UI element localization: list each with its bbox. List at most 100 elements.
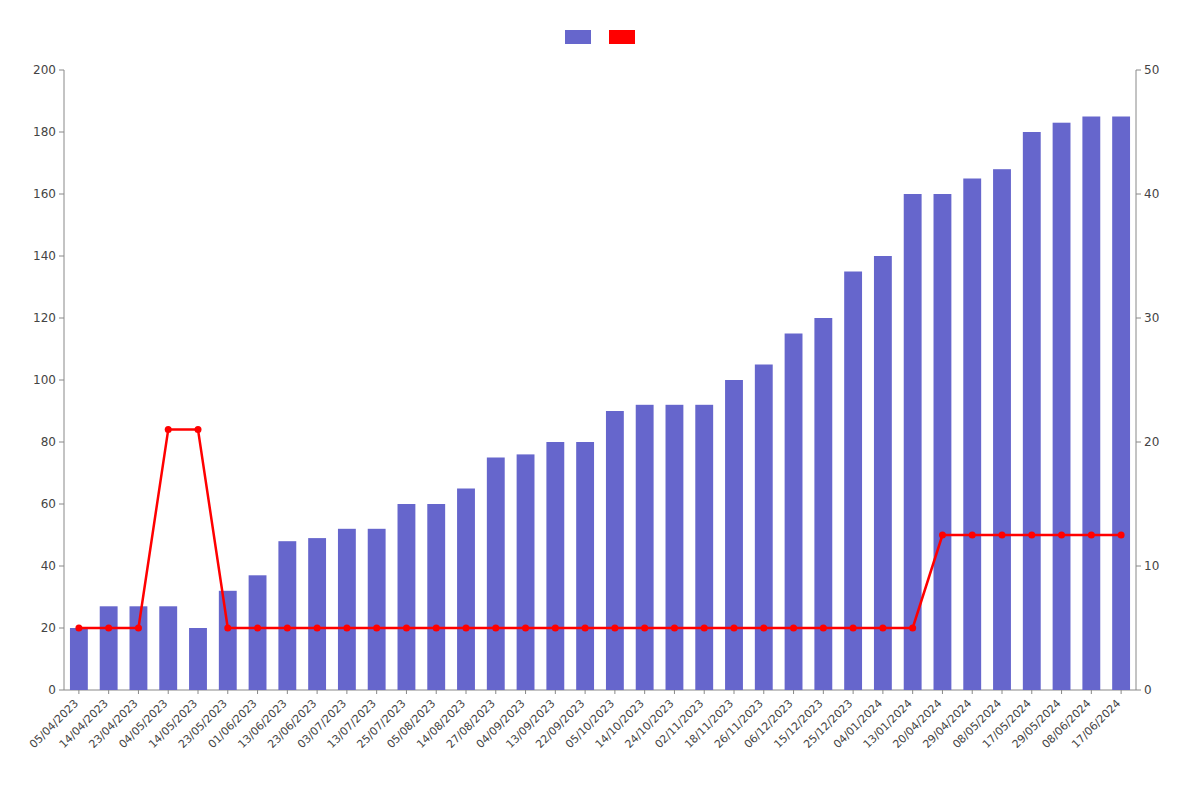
- line-marker: [254, 625, 261, 632]
- chart: 0204060801001201401601802000102030405005…: [0, 0, 1200, 800]
- bar: [1112, 117, 1130, 691]
- x-tick: [734, 690, 735, 694]
- x-tick: [227, 690, 228, 694]
- line-marker: [75, 625, 82, 632]
- y2-tick-label: 40: [1144, 187, 1159, 201]
- x-tick: [1031, 690, 1032, 694]
- y2-tick-label: 20: [1144, 435, 1159, 449]
- y-tick: [59, 194, 64, 195]
- x-tick: [376, 690, 377, 694]
- bar: [427, 504, 445, 690]
- line-marker: [790, 625, 797, 632]
- line-marker: [314, 625, 321, 632]
- line-marker: [1058, 532, 1065, 539]
- series-bar: [70, 117, 1130, 691]
- y2-tick: [1136, 690, 1141, 691]
- x-tick: [882, 690, 883, 694]
- y2-tick-label: 30: [1144, 311, 1159, 325]
- bar: [963, 179, 981, 691]
- bar: [874, 256, 892, 690]
- series-line: [75, 426, 1124, 631]
- y-tick-label: 60: [41, 497, 56, 511]
- y-tick-label: 100: [33, 373, 56, 387]
- line-marker: [611, 625, 618, 632]
- y2-tick: [1136, 442, 1141, 443]
- line-marker: [195, 426, 202, 433]
- line-marker: [820, 625, 827, 632]
- y-tick: [59, 318, 64, 319]
- y2-tick: [1136, 566, 1141, 567]
- y-tick-label: 140: [33, 249, 56, 263]
- bar: [993, 169, 1011, 690]
- bar: [1053, 123, 1071, 690]
- x-tick: [644, 690, 645, 694]
- bar: [666, 405, 684, 690]
- bar: [546, 442, 564, 690]
- x-tick: [555, 690, 556, 694]
- y2-tick: [1136, 318, 1141, 319]
- bar: [517, 454, 535, 690]
- line-marker: [879, 625, 886, 632]
- line-marker: [343, 625, 350, 632]
- y-tick-label: 160: [33, 187, 56, 201]
- x-tick: [585, 690, 586, 694]
- line-marker: [999, 532, 1006, 539]
- x-tick: [198, 690, 199, 694]
- bar: [755, 365, 773, 691]
- x-tick: [674, 690, 675, 694]
- x-tick: [763, 690, 764, 694]
- bar: [457, 489, 475, 691]
- bar: [100, 606, 118, 690]
- line-marker: [939, 532, 946, 539]
- y2-tick-label: 10: [1144, 559, 1159, 573]
- line-marker: [850, 625, 857, 632]
- y-tick: [59, 442, 64, 443]
- x-tick: [912, 690, 913, 694]
- x-tick: [108, 690, 109, 694]
- legend: [565, 30, 635, 44]
- bar: [785, 334, 803, 691]
- x-tick: [138, 690, 139, 694]
- x-tick: [1061, 690, 1062, 694]
- line-marker: [1118, 532, 1125, 539]
- y2-tick: [1136, 194, 1141, 195]
- x-tick: [1002, 690, 1003, 694]
- x-tick: [853, 690, 854, 694]
- line-marker: [1088, 532, 1095, 539]
- page: {"chart_data": {"type": "bar", "categori…: [0, 0, 1200, 800]
- y-tick-label: 40: [41, 559, 56, 573]
- x-tick-label: 17/06/2024: [1069, 697, 1123, 751]
- x-tick: [1091, 690, 1092, 694]
- line-marker: [1028, 532, 1035, 539]
- line-marker: [909, 625, 916, 632]
- y-tick: [59, 380, 64, 381]
- x-tick: [436, 690, 437, 694]
- y-tick-label: 120: [33, 311, 56, 325]
- bar: [189, 628, 207, 690]
- bar: [308, 538, 326, 690]
- y-tick: [59, 690, 64, 691]
- y-tick: [59, 132, 64, 133]
- x-tick: [317, 690, 318, 694]
- bar: [636, 405, 654, 690]
- line-marker: [463, 625, 470, 632]
- bar: [725, 380, 743, 690]
- y-tick: [59, 70, 64, 71]
- bar: [368, 529, 386, 690]
- y2-axis-line: [1136, 70, 1137, 690]
- y-tick-label: 20: [41, 621, 56, 635]
- plot-data: [70, 117, 1130, 691]
- line-marker: [582, 625, 589, 632]
- line-marker: [373, 625, 380, 632]
- bar: [1082, 117, 1100, 691]
- x-tick: [823, 690, 824, 694]
- bar: [814, 318, 832, 690]
- line-marker: [135, 625, 142, 632]
- x-tick: [942, 690, 943, 694]
- bar: [487, 458, 505, 691]
- y-tick-label: 180: [33, 125, 56, 139]
- bar: [606, 411, 624, 690]
- bar: [904, 194, 922, 690]
- y-tick-label: 0: [48, 683, 56, 697]
- bar: [249, 575, 267, 690]
